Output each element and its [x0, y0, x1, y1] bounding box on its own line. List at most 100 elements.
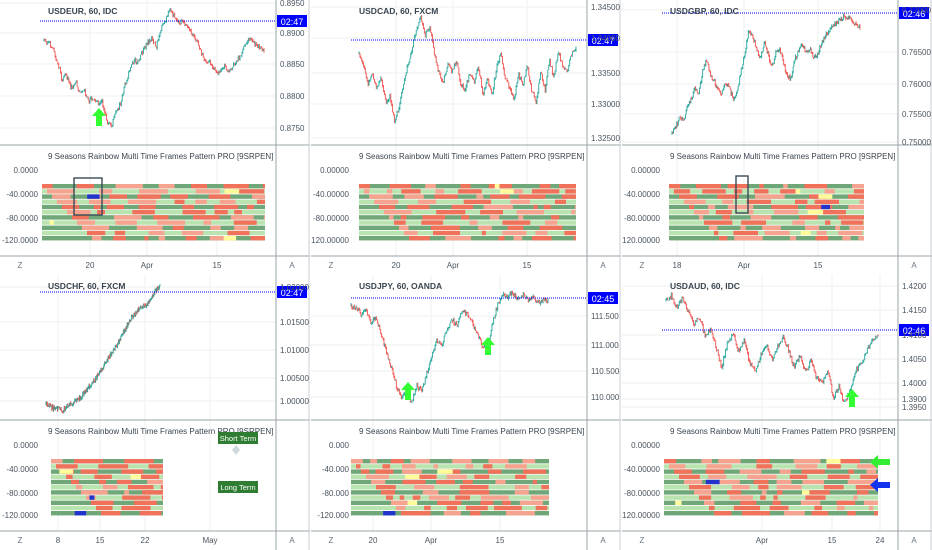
indicator-segment: [822, 210, 846, 215]
indicator-segment: [428, 495, 449, 500]
indicator-segment: [191, 184, 208, 189]
indicator-segment: [42, 184, 53, 189]
indicator-segment: [470, 511, 481, 516]
indicator-segment: [182, 210, 206, 215]
indicator-segment: [97, 210, 106, 215]
indicator-segment: [699, 495, 712, 500]
indicator-row: [351, 495, 549, 500]
indicator-segment: [361, 469, 370, 474]
indicator-segment: [561, 194, 576, 199]
indicator-segment: [366, 474, 389, 479]
indicator-bars: [351, 459, 549, 516]
indicator-segment: [514, 490, 529, 495]
auto-scale-label: A: [289, 536, 295, 545]
indicator-segment: [92, 236, 102, 241]
chart-panel-5[interactable]: 02:45 USDJPY, 60, OANDA 111.500 111.000 110.…: [311, 275, 621, 550]
indicator-segment: [181, 230, 204, 236]
indicator-tick-label: 0.0000: [14, 166, 39, 175]
indicator-tick-label: 0.00000: [320, 166, 349, 175]
indicator-segment: [460, 184, 471, 189]
indicator-segment: [758, 485, 769, 490]
indicator-segment: [689, 204, 694, 210]
indicator-segment: [795, 464, 818, 469]
indicator-segment: [762, 225, 781, 230]
indicator-segment: [840, 459, 860, 464]
indicator-segment: [213, 204, 239, 210]
indicator-tick-label: -120.0000: [2, 236, 39, 245]
indicator-segment: [722, 215, 731, 220]
time-tick-label: 15: [496, 536, 505, 545]
indicator-title: 9 Seasons Rainbow Multi Time Frames Patt…: [359, 152, 584, 161]
indicator-segment: [711, 479, 740, 485]
indicator-tick-label: -80.0000: [6, 489, 38, 498]
indicator-row: [664, 495, 878, 500]
indicator-segment: [208, 194, 231, 199]
indicator-row: [42, 236, 265, 241]
indicator-segment: [807, 210, 824, 215]
price-tick-label: 1.00000: [280, 397, 309, 406]
indicator-row: [42, 184, 265, 189]
indicator-segment: [148, 464, 163, 469]
indicator-segment: [847, 511, 856, 516]
chart-svg: 02:46 USDAUD, 60, IDC 1.4200 1.4150 1.4100 1.…: [622, 275, 932, 550]
indicator-segment: [401, 464, 416, 469]
indicator-segment: [402, 479, 426, 485]
chart-panel-3[interactable]: 02:46 USDGBP, 60, IDC 0.77000 0.76500 0.7600…: [622, 0, 932, 275]
indicator-tick-label: 0.000: [329, 441, 350, 450]
indicator-segment: [842, 236, 851, 241]
indicator-segment: [805, 204, 833, 210]
indicator-segment: [436, 479, 455, 485]
indicator-segment: [863, 500, 878, 505]
indicator-segment: [459, 485, 489, 490]
indicator-segment: [77, 220, 96, 225]
indicator-segment: [771, 204, 799, 210]
indicator-segment: [571, 210, 576, 215]
indicator-segment: [114, 215, 142, 220]
indicator-segment: [465, 505, 488, 511]
indicator-segment: [401, 189, 421, 194]
indicator-segment: [776, 485, 802, 490]
chart-panel-4[interactable]: 02:47 USDCHF, 60, FXCM 1.02000 1.01500 1.010…: [0, 275, 310, 550]
chart-panel-6[interactable]: 02:46 USDAUD, 60, IDC 1.4200 1.4150 1.4100 1.…: [622, 275, 932, 550]
indicator-segment: [351, 459, 363, 464]
price-tick-label: 1.4100: [902, 331, 927, 340]
price-tick-label: 1.00500: [280, 374, 309, 383]
indicator-segment: [114, 230, 126, 236]
indicator-segment: [674, 469, 692, 474]
chart-panel-1[interactable]: 02:47 USDEUR, 60, IDC 0.8950 0.8900 0.8850 0.…: [0, 0, 310, 275]
indicator-segment: [539, 184, 551, 189]
indicator-segment: [709, 225, 718, 230]
indicator-segment: [122, 495, 151, 500]
indicator-segment: [502, 230, 527, 236]
indicator-segment: [219, 199, 236, 204]
price-tick-label: 1.3950: [902, 403, 927, 412]
time-tick-label: 22: [141, 536, 150, 545]
indicator-segment: [87, 194, 100, 199]
indicator-segment: [195, 199, 207, 204]
indicator-segment: [139, 474, 160, 479]
indicator-segment: [779, 469, 791, 474]
indicator-segment: [705, 469, 725, 474]
indicator-segment: [407, 500, 418, 505]
indicator-segment: [793, 459, 821, 464]
indicator-segment: [82, 225, 110, 230]
indicator-segment: [746, 199, 772, 204]
indicator-segment: [794, 199, 808, 204]
indicator-segment: [774, 210, 799, 215]
chart-panel-2[interactable]: 02:47 USDCAD, 60, FXCM 1.34500 1.34000 1.335…: [311, 0, 621, 275]
indicator-segment: [847, 479, 876, 485]
indicator-segment: [739, 469, 762, 474]
time-tick-label: 20: [86, 261, 95, 270]
indicator-segment: [551, 215, 560, 220]
indicator-bars: [664, 459, 878, 516]
indicator-segment: [489, 215, 500, 220]
indicator-segment: [436, 210, 466, 215]
indicator-segment: [76, 184, 95, 189]
indicator-segment: [753, 479, 769, 485]
price-tick-label: 1.33000: [591, 100, 620, 109]
indicator-segment: [727, 184, 748, 189]
zoom-label: Z: [640, 536, 645, 545]
indicator-segment: [488, 459, 509, 464]
indicator-tick-label: -40.0000: [6, 465, 38, 474]
indicator-tick-label: 0.00000: [631, 441, 660, 450]
